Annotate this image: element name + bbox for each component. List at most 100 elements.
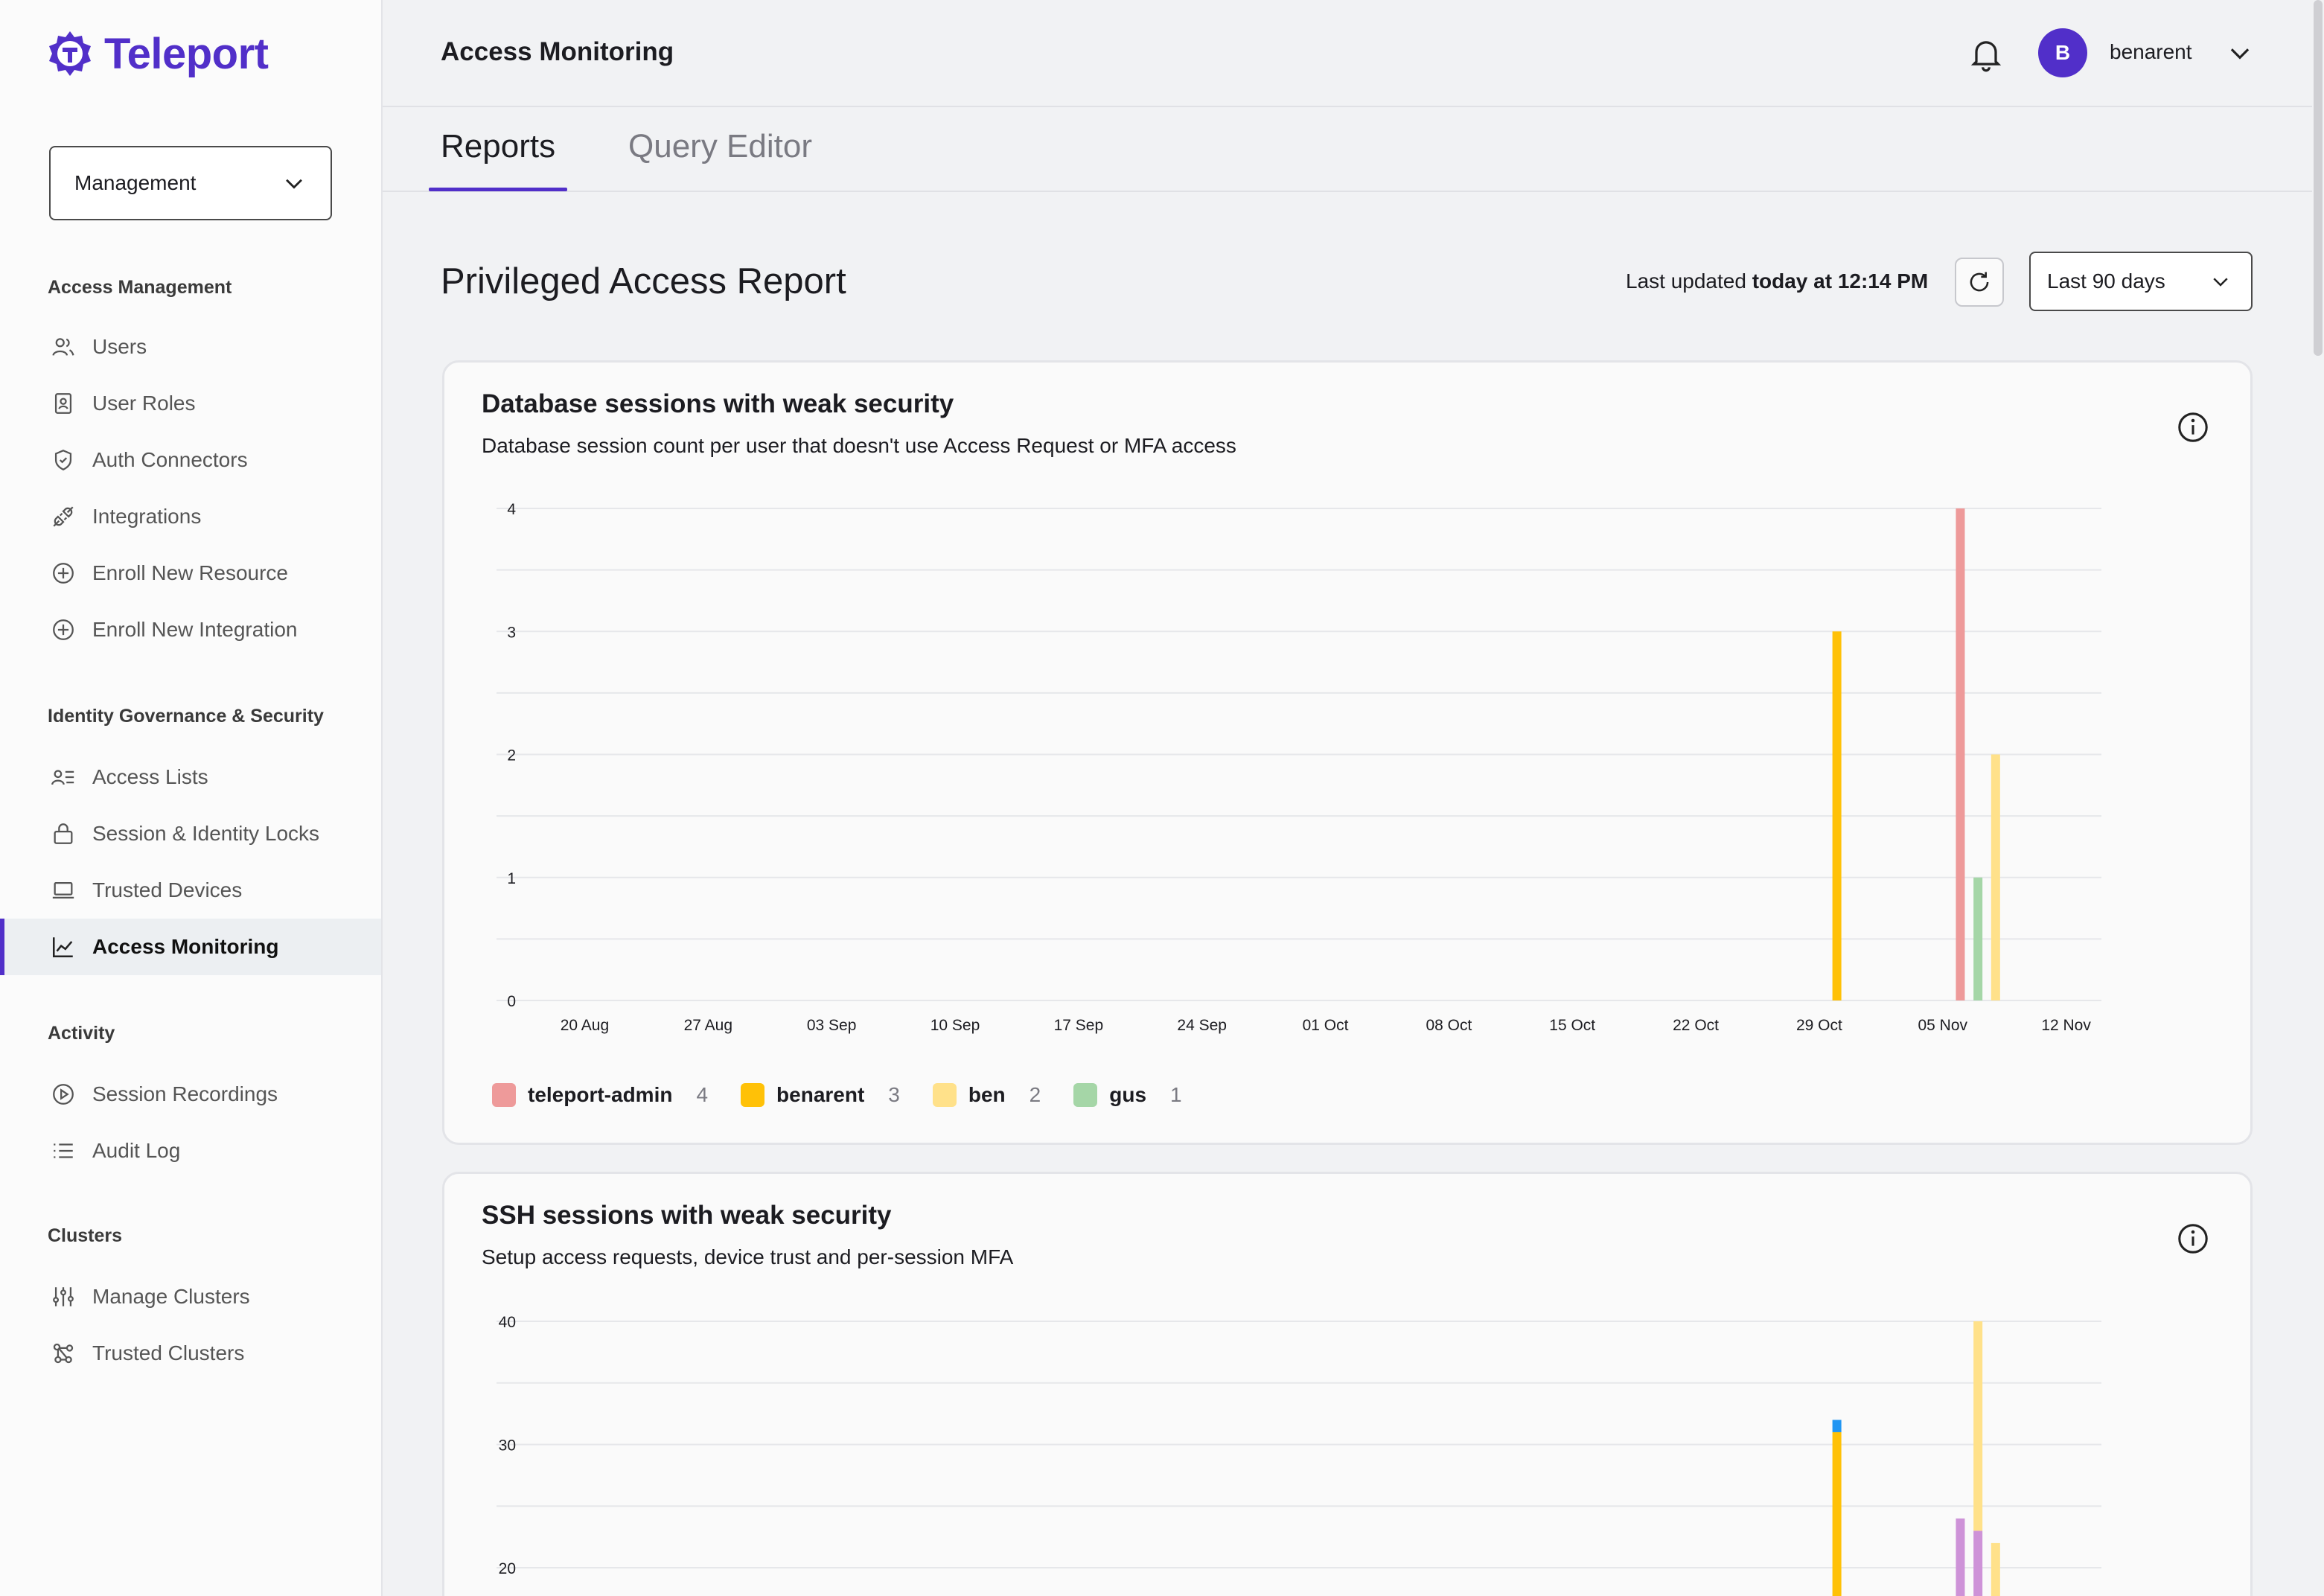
chevron-down-icon [286,179,302,189]
sidebar-item-session-recordings[interactable]: Session Recordings [0,1066,381,1123]
sidebar-item-label: Access Lists [92,765,208,788]
plug-icon [53,506,74,527]
legend-item[interactable]: teleport-admin 4 [492,1083,708,1107]
x-tick-label: 17 Sep [1054,1017,1104,1034]
scrollbar-thumb[interactable] [2314,0,2323,356]
info-icon[interactable] [2176,410,2210,444]
y-tick-label: 40 [499,1314,516,1331]
tab-bar: Reports Query Editor [383,107,2324,192]
sidebar-item-label: Audit Log [92,1139,181,1162]
section-activity: Activity [48,1023,115,1044]
chevron-down-icon [2213,278,2228,287]
legend-count: 2 [1029,1083,1041,1106]
bell-icon[interactable] [1967,34,2005,73]
access-lists-icon [51,770,74,785]
x-tick-label: 29 Oct [1796,1017,1842,1034]
plus-circle-icon [53,563,74,584]
network-icon [53,1343,74,1364]
info-icon[interactable] [2176,1222,2210,1256]
sidebar-item-session-identity-locks[interactable]: Session & Identity Locks [0,805,381,862]
legend-swatch [492,1083,516,1107]
chart-bar[interactable] [1832,1420,1842,1432]
y-tick-label: 30 [499,1437,516,1455]
last-updated-value: today at 12:14 PM [1752,269,1929,293]
plus-circle-icon [53,619,74,640]
chart-bar[interactable] [1991,1542,2000,1596]
section-access-management: Access Management [48,277,232,298]
chart-bar[interactable] [1973,877,1983,1000]
username[interactable]: benarent [2110,40,2192,63]
ssh-sessions-card: 20 30 40 SSH sessions with weak security S… [442,1172,2253,1596]
scrollbar-track[interactable] [2312,0,2324,1596]
brand-name: Teleport [104,29,269,78]
date-range-select[interactable]: Last 90 days [2029,252,2253,311]
sidebar-item-integrations[interactable]: Integrations [0,488,381,545]
sidebar-item-label: User Roles [92,392,196,415]
sidebar-item-auth-connectors[interactable]: Auth Connectors [0,432,381,488]
tab-reports[interactable]: Reports [441,128,556,165]
x-tick-label: 10 Sep [930,1017,980,1034]
top-bar: Access Monitoring B benarent [383,0,2324,107]
sidebar-item-enroll-new-resource[interactable]: Enroll New Resource [0,545,381,601]
date-range-value: Last 90 days [2047,269,2165,293]
sidebar-item-audit-log[interactable]: Audit Log [0,1123,381,1179]
tab-query-editor[interactable]: Query Editor [628,128,812,165]
chart-bar[interactable] [1991,754,2000,1001]
x-tick-label: 01 Oct [1303,1017,1349,1034]
sidebar-item-manage-clusters[interactable]: Manage Clusters [0,1268,381,1325]
ssh-sessions-chart: 20 30 40 [497,1314,2101,1596]
users-icon [52,338,74,356]
y-tick-label: 4 [507,501,516,518]
card-title: SSH sessions with weak security [482,1201,892,1230]
chart-bar[interactable] [1832,1431,1842,1596]
sidebar-item-label: Session & Identity Locks [92,822,320,845]
chevron-down-icon[interactable] [2226,39,2254,67]
sidebar-item-access-monitoring[interactable]: Access Monitoring [0,919,381,975]
legend-name: gus [1109,1083,1147,1106]
x-tick-label: 15 Oct [1549,1017,1595,1034]
chart-bar[interactable] [1832,631,1842,1000]
sidebar-item-label: Enroll New Resource [92,561,288,584]
sidebar-item-trusted-clusters[interactable]: Trusted Clusters [0,1325,381,1382]
management-selector[interactable]: Management [49,146,332,220]
avatar[interactable]: B [2038,28,2087,77]
sidebar-item-trusted-devices[interactable]: Trusted Devices [0,862,381,919]
lock-icon [54,823,73,844]
shield-icon [54,450,72,471]
legend-swatch [741,1083,765,1107]
page-title: Access Monitoring [441,37,674,66]
sidebar-item-label: Integrations [92,505,202,528]
sidebar-item-label: Auth Connectors [92,448,248,471]
sidebar-item-enroll-new-integration[interactable]: Enroll New Integration [0,601,381,658]
sidebar-item-user-roles[interactable]: User Roles [0,375,381,432]
legend-name: teleport-admin [528,1083,673,1106]
legend-name: benarent [776,1083,865,1106]
sidebar-item-users[interactable]: Users [0,319,381,375]
x-tick-label: 27 Aug [684,1017,732,1034]
user-roles-icon [54,393,72,414]
laptop-icon [52,881,74,899]
sidebar-item-access-lists[interactable]: Access Lists [0,749,381,805]
last-updated-prefix: Last updated [1626,269,1746,293]
section-identity-governance: Identity Governance & Security [48,706,324,727]
chart-bar[interactable] [1956,1518,1965,1596]
x-tick-label: 24 Sep [1177,1017,1227,1034]
legend-item[interactable]: ben 2 [932,1083,1041,1107]
teleport-logo[interactable]: Teleport [46,28,269,79]
chart-line-icon [52,937,73,958]
legend-item[interactable]: gus 1 [1073,1083,1182,1107]
refresh-button[interactable] [1955,258,2004,307]
teleport-logo-icon [49,31,91,76]
card-subtitle: Setup access requests, device trust and … [482,1245,1014,1268]
report-title: Privileged Access Report [441,261,846,301]
sidebar-item-label: Manage Clusters [92,1285,250,1308]
legend-item[interactable]: benarent 3 [741,1083,900,1107]
x-tick-label: 20 Aug [561,1017,609,1034]
y-tick-label: 1 [507,870,516,887]
x-tick-label: 03 Sep [807,1017,857,1034]
chart-bar[interactable] [1956,508,1965,1000]
x-tick-label: 05 Nov [1918,1017,1967,1034]
chart-bar[interactable] [1973,1321,1983,1531]
legend-count: 1 [1170,1083,1182,1106]
chart-bar[interactable] [1973,1530,1983,1596]
